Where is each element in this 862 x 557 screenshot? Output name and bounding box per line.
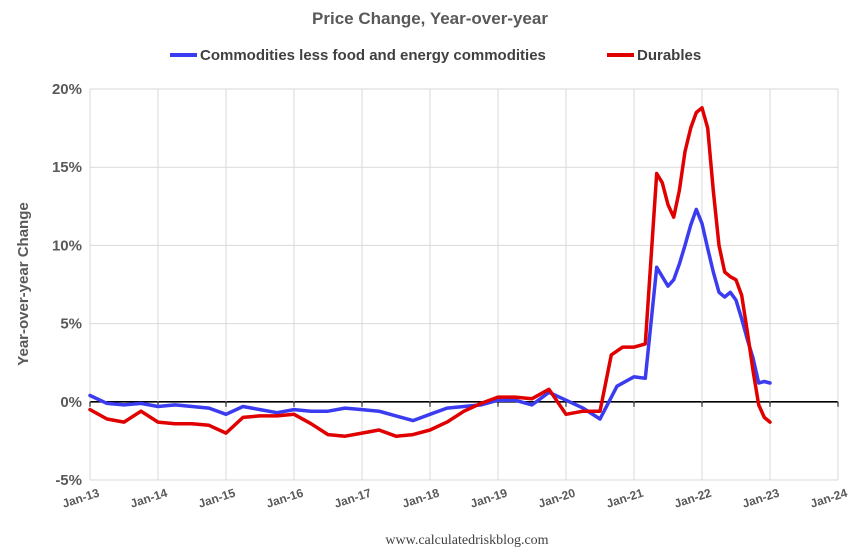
legend-label-commodities: Commodities less food and energy commodi… [200,47,546,64]
gridlines [89,88,839,481]
series-line-durables [88,106,772,438]
y-tick-label: 10% [52,237,82,254]
chart-title: Price Change, Year-over-year [312,9,548,28]
x-tick-label: Jan-21 [605,486,646,511]
x-tick-label: Jan-15 [197,486,238,511]
legend: Commodities less food and energy commodi… [170,47,701,64]
legend-label-durables: Durables [637,47,701,64]
x-tick-label: Jan-19 [469,486,510,511]
y-axis-ticks: -5% 0% 5% 10% 15% 20% [52,81,82,489]
y-tick-label: 15% [52,159,82,176]
x-tick-label: Jan-17 [333,486,374,511]
y-tick-label: 5% [60,316,82,333]
source-credit: www.calculatedriskblog.com [385,533,548,548]
x-tick-label: Jan-24 [809,486,850,511]
x-tick-label: Jan-23 [741,486,782,511]
y-tick-label: 20% [52,81,82,98]
x-axis-ticks: Jan-13 Jan-14 Jan-15 Jan-16 Jan-17 Jan-18 Jan-… [61,486,850,511]
x-tick-label: Jan-16 [265,486,306,511]
y-tick-label: 0% [60,394,82,411]
x-tick-label: Jan-20 [537,486,578,511]
series-lines [88,106,772,438]
x-tick-label: Jan-14 [129,486,170,511]
y-tick-label: -5% [55,472,82,489]
x-tick-label: Jan-13 [61,486,102,511]
y-axis-label: Year-over-year Change [15,202,32,365]
x-tick-label: Jan-22 [673,486,714,511]
x-tick-label: Jan-18 [401,486,442,511]
